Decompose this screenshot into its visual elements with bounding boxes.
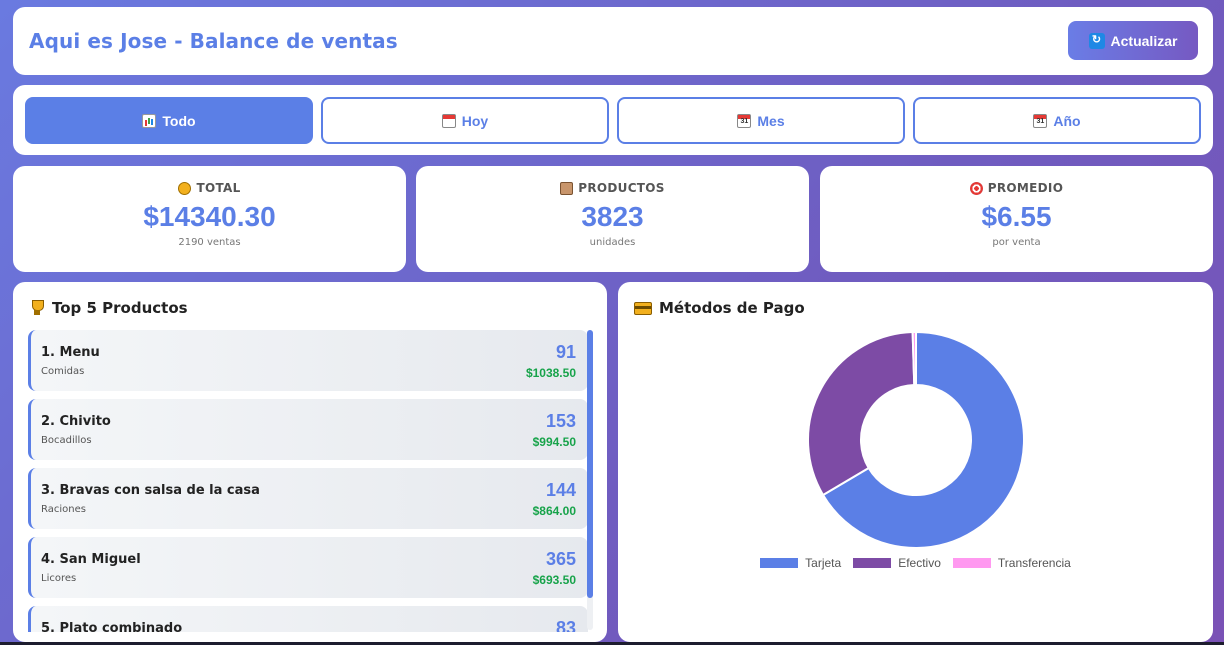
legend-item-efectivo[interactable]: Efectivo [853,556,941,570]
list-item[interactable]: 1. Menu Comidas 91 $1038.50 [28,330,588,391]
product-qty: 153 [545,411,576,431]
product-category: Bocadillos [41,435,92,446]
product-qty: 365 [545,549,576,569]
payment-donut-chart [807,330,1025,549]
stat-label: PRODUCTOS [578,181,665,195]
chart-legend: Tarjeta Efectivo Transferencia [618,556,1213,570]
stat-label: TOTAL [196,181,241,195]
list-item[interactable]: 5. Plato combinado 83 [28,606,588,632]
period-filter-bar: Todo Hoy 31 Mes 31 Año [13,85,1213,155]
product-category: Licores [41,573,77,584]
product-qty: 83 [555,618,576,632]
stat-label: PROMEDIO [987,181,1064,195]
filter-label: Hoy [461,112,489,129]
trophy-icon [29,300,45,316]
filter-label: Año [1053,112,1081,129]
product-name: 4. San Miguel [41,552,141,567]
top-products-panel: Top 5 Productos 1. Menu Comidas 91 $1038… [13,282,607,642]
legend-swatch [952,558,991,568]
filter-ano-button[interactable]: 31 Año [913,97,1201,144]
filter-hoy-button[interactable]: Hoy [321,97,609,144]
product-name: 3. Bravas con salsa de la casa [41,483,260,498]
product-amount: $1038.50 [525,366,576,380]
payment-methods-panel: Métodos de Pago Tarjeta Efectivo Transfere… [618,282,1213,642]
stat-value: 3823 [581,201,644,232]
list-scrollbar[interactable] [587,330,593,630]
list-item[interactable]: 3. Bravas con salsa de la casa Raciones … [28,468,588,529]
calendar-icon: 31 [1033,113,1048,128]
legend-item-tarjeta[interactable]: Tarjeta [760,556,841,570]
product-qty: 144 [545,480,576,500]
legend-label: Transferencia [997,556,1071,570]
filter-label: Mes [757,112,785,129]
stat-subtext: unidades [589,237,636,248]
filter-label: Todo [162,112,196,129]
product-name: 1. Menu [41,345,100,360]
product-category: Raciones [41,504,86,515]
list-item[interactable]: 2. Chivito Bocadillos 153 $994.50 [28,399,588,460]
stat-value: $6.55 [981,201,1052,232]
product-category: Comidas [41,366,85,377]
calendar-icon [441,113,456,128]
pie-slice-tarjeta[interactable] [821,330,1025,549]
filter-mes-button[interactable]: 31 Mes [617,97,905,144]
product-name: 2. Chivito [41,414,111,429]
bar-chart-icon [142,113,157,128]
stat-subtext: 2190 ventas [178,237,241,248]
top-products-list[interactable]: 1. Menu Comidas 91 $1038.50 2. Chivito B… [28,330,588,632]
list-item[interactable]: 4. San Miguel Licores 365 $693.50 [28,537,588,598]
page-title: Aqui es Jose - Balance de ventas [29,29,398,53]
header-card: Aqui es Jose - Balance de ventas ↻ Actua… [13,7,1213,75]
pie-slice-efectivo[interactable] [807,331,916,497]
legend-label: Efectivo [898,556,941,570]
window-bottom-edge [0,642,1224,645]
product-name: 5. Plato combinado [41,621,183,632]
legend-label: Tarjeta [805,556,842,570]
legend-swatch [760,558,799,568]
product-amount: $693.50 [532,573,576,587]
refresh-button[interactable]: ↻ Actualizar [1068,21,1198,60]
legend-item-transferencia[interactable]: Transferencia [952,556,1071,570]
panel-title: Métodos de Pago [659,299,805,317]
stat-subtext: por venta [992,237,1041,248]
scrollbar-thumb[interactable] [587,330,593,598]
refresh-label: Actualizar [1110,32,1178,49]
stat-card-products: PRODUCTOS 3823 unidades [416,166,809,272]
product-qty: 91 [555,342,576,362]
package-icon [560,181,574,195]
filter-todo-button[interactable]: Todo [25,97,313,144]
calendar-31-icon: 31 [737,113,752,128]
product-amount: $864.00 [532,504,576,518]
product-amount: $994.50 [532,435,576,449]
stat-card-average: PROMEDIO $6.55 por venta [820,166,1213,272]
money-bag-icon [178,181,192,195]
target-icon [969,181,983,195]
stat-card-total: TOTAL $14340.30 2190 ventas [13,166,406,272]
pie-slice-transferencia[interactable] [911,330,917,387]
credit-card-icon [634,301,652,315]
stat-value: $14340.30 [143,201,276,232]
panel-title: Top 5 Productos [52,299,188,317]
legend-swatch [853,558,892,568]
refresh-icon: ↻ [1088,32,1105,49]
